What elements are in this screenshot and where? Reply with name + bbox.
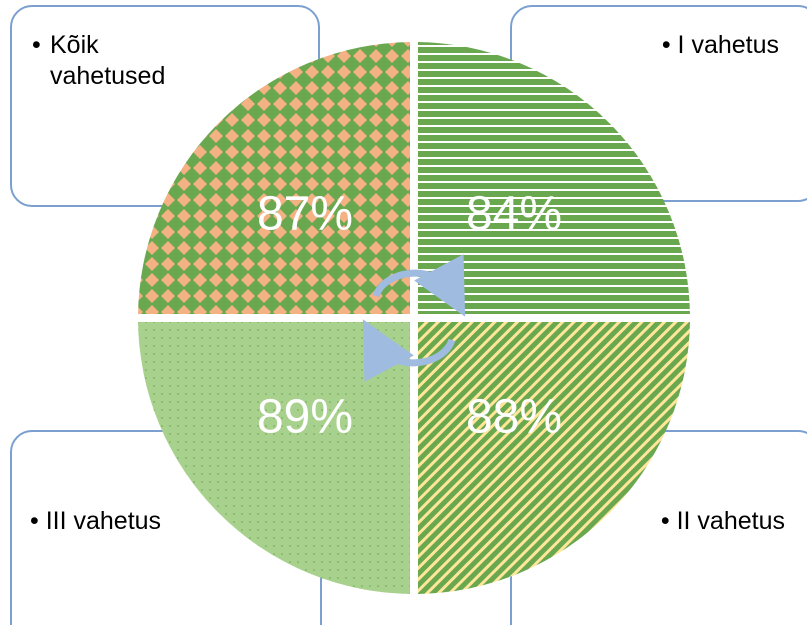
percent: 88% — [466, 391, 562, 444]
quadrant — [138, 322, 410, 594]
bullet: • — [30, 507, 46, 535]
label-text: III vahetus — [45, 507, 162, 535]
cycle-arrow — [372, 254, 466, 317]
box-label: • III vahetus — [30, 506, 161, 537]
quadrant — [418, 42, 690, 314]
percent: 89% — [257, 391, 353, 444]
cycle-arrow — [362, 319, 456, 382]
label-text: I vahetus — [677, 31, 779, 59]
bullet: • — [661, 31, 678, 59]
percent: 87% — [257, 188, 353, 241]
bullet: • — [660, 507, 677, 535]
box-label: • II vahetus — [661, 506, 785, 537]
quadrant — [418, 322, 690, 594]
box-label: • Kõik vahetused — [32, 31, 166, 90]
percent: 84% — [466, 188, 562, 241]
label-text: II vahetus — [676, 507, 785, 535]
quadrant — [138, 42, 410, 314]
box-label: • I vahetus — [662, 30, 779, 61]
label-text: Kõik vahetused — [50, 31, 166, 90]
